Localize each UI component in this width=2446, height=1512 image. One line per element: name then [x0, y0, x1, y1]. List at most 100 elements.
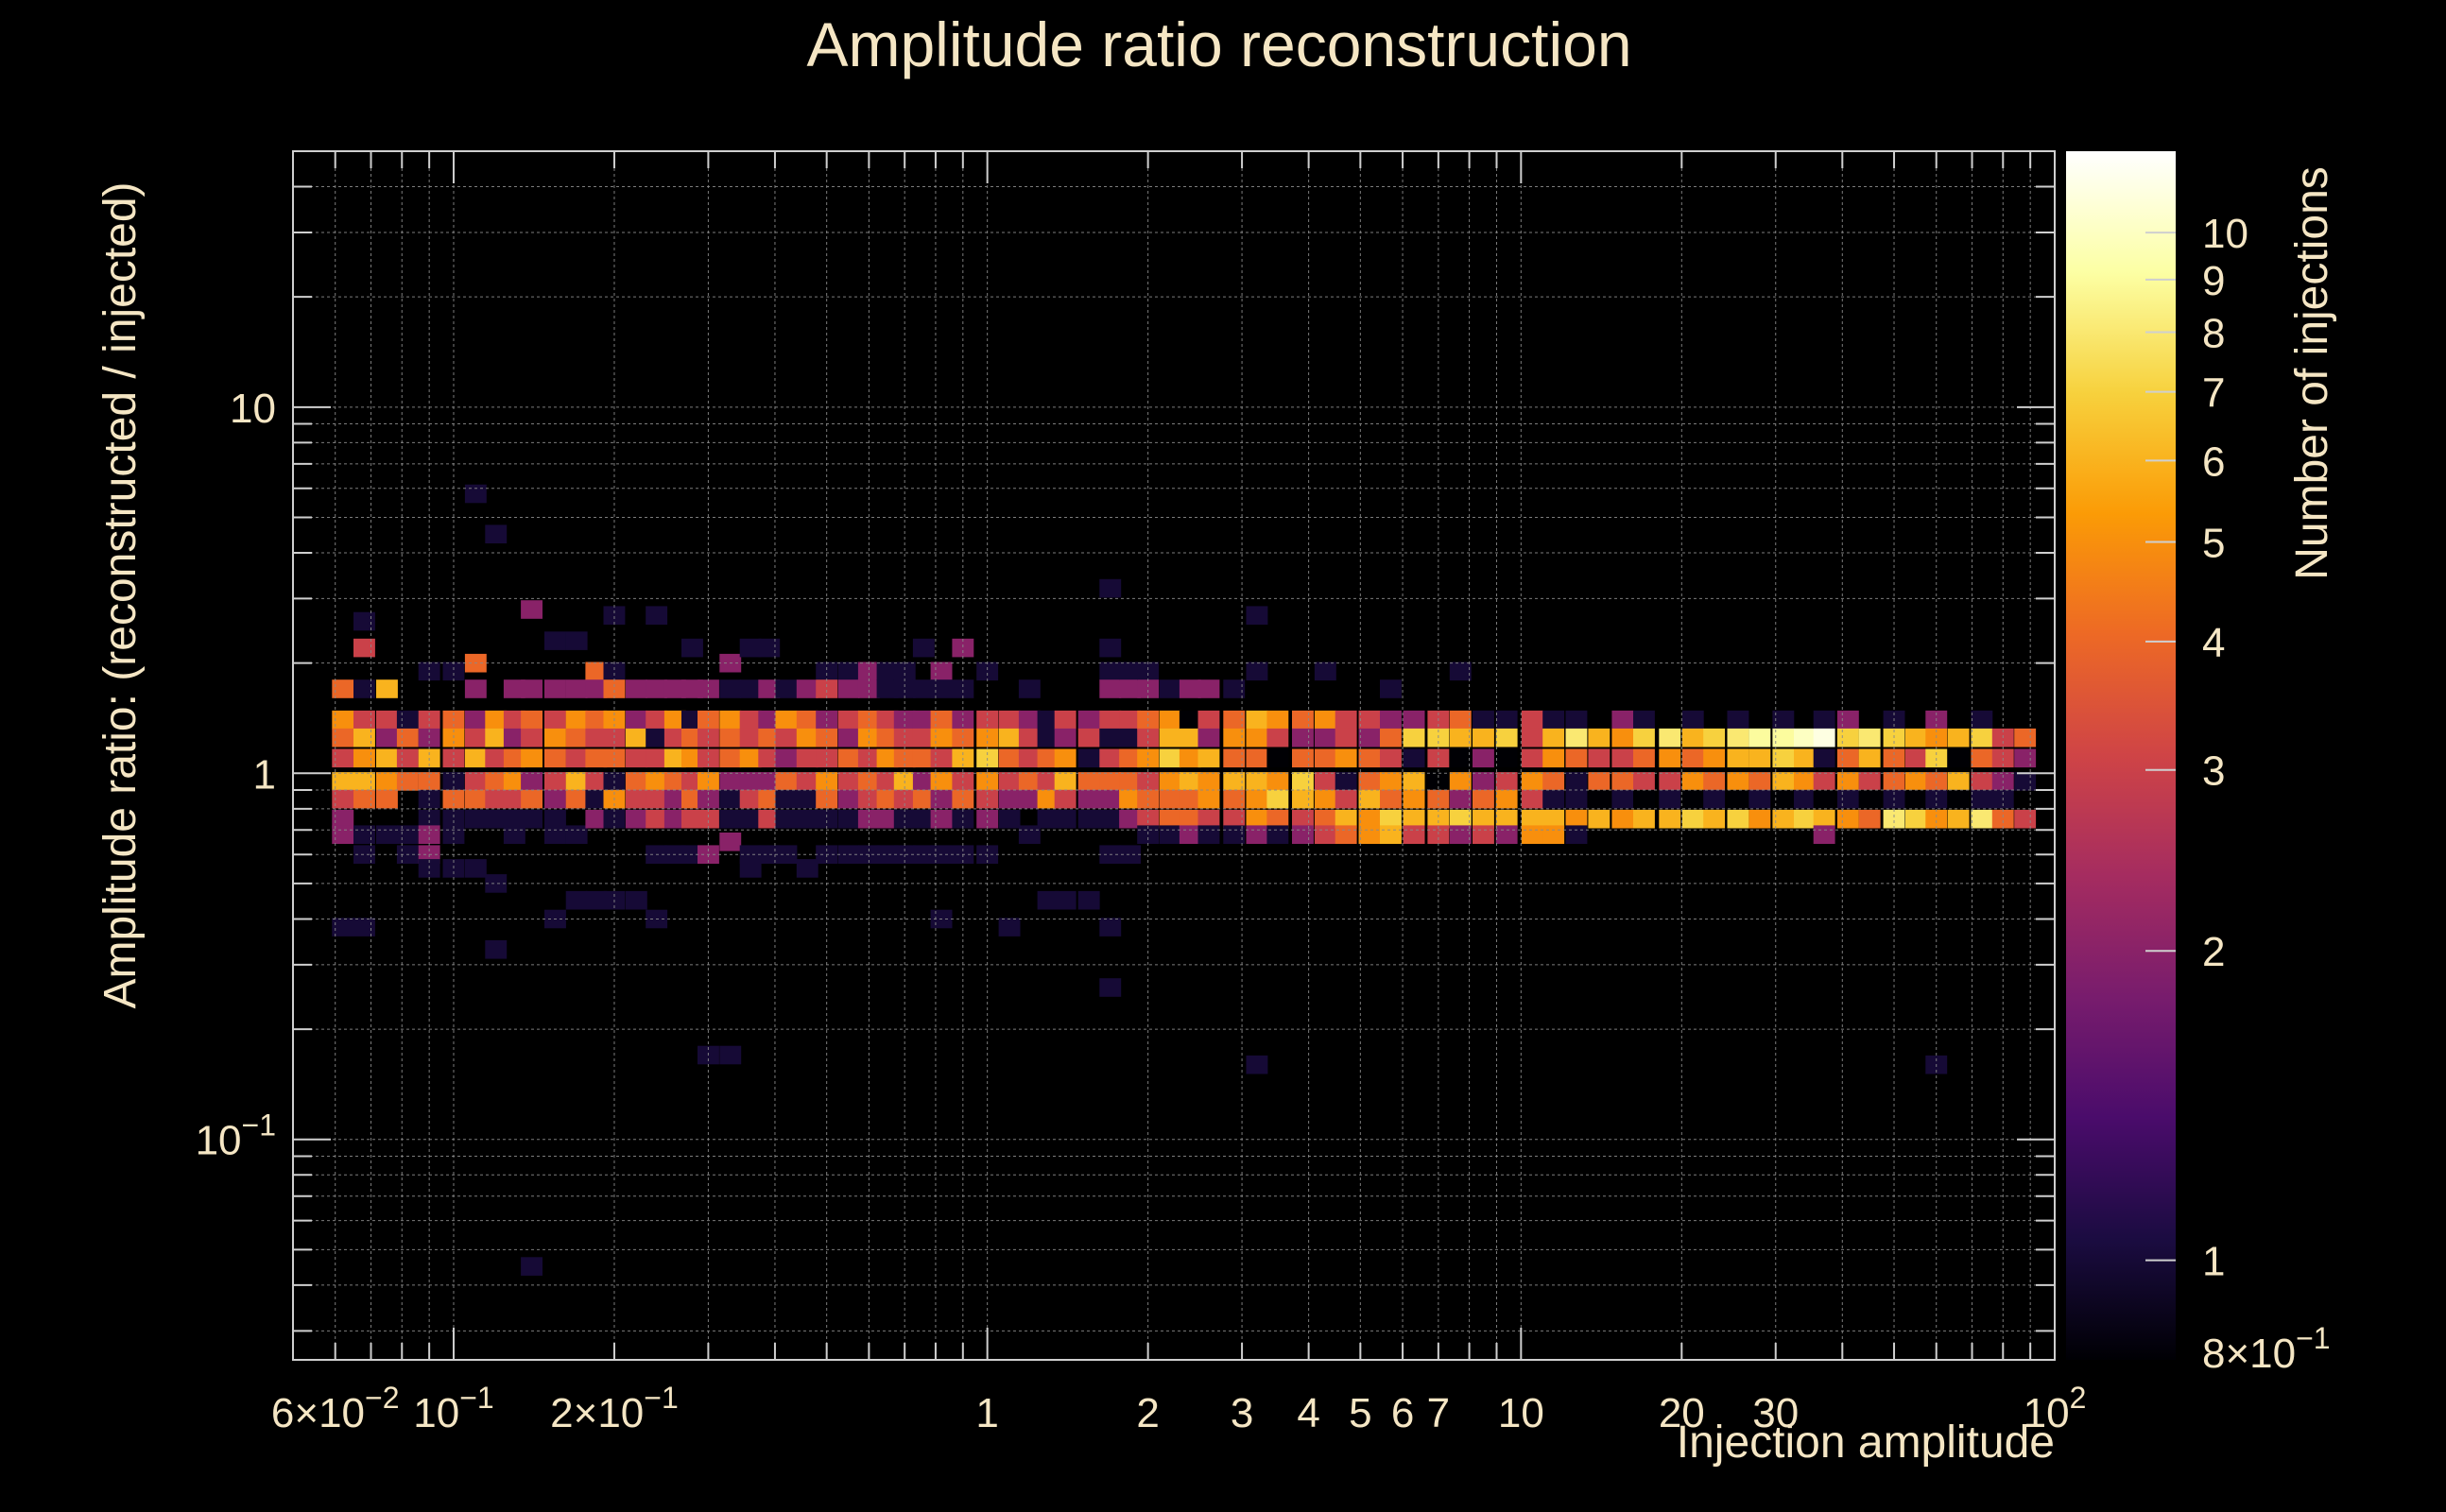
heatmap-cell — [396, 772, 419, 791]
heatmap-cell — [1449, 748, 1472, 768]
heatmap-cell — [464, 789, 487, 809]
heatmap-cell — [1159, 748, 1181, 768]
heatmap-cell — [1137, 825, 1160, 844]
heatmap-cell — [485, 524, 508, 543]
heatmap-cell — [1335, 809, 1357, 829]
heatmap-cell — [796, 748, 818, 768]
heatmap-cell — [1292, 710, 1314, 730]
heatmap-cell — [1119, 789, 1141, 809]
heatmap-cell — [353, 789, 375, 809]
heatmap-cell — [1380, 710, 1402, 730]
heatmap-cell — [353, 918, 375, 936]
heatmap-cell — [1905, 809, 1927, 829]
heatmap-cell — [1380, 789, 1402, 809]
heatmap-cell — [1099, 638, 1122, 658]
heatmap-cell — [1659, 809, 1681, 829]
heatmap-cell — [1266, 772, 1289, 791]
heatmap-cell — [1403, 825, 1425, 844]
heatmap-cell — [1314, 710, 1336, 730]
heatmap-cell — [332, 679, 354, 698]
x-tick-label: 4 — [1297, 1390, 1319, 1436]
heatmap-cell — [1380, 825, 1402, 844]
heatmap-cell — [1703, 728, 1726, 747]
heatmap-cell — [521, 809, 543, 829]
heatmap-cell — [646, 748, 668, 768]
heatmap-cell — [521, 772, 543, 791]
heatmap-cell — [1427, 809, 1450, 829]
heatmap-cell — [376, 748, 398, 768]
heatmap-cell — [1611, 748, 1634, 768]
heatmap-cell — [1099, 662, 1122, 681]
heatmap-cell — [1611, 772, 1634, 791]
heatmap-cell — [1099, 710, 1122, 730]
heatmap-cell — [976, 662, 999, 681]
heatmap-cell — [565, 772, 588, 791]
heatmap-cell — [1077, 789, 1100, 809]
heatmap-cell — [1335, 825, 1357, 844]
heatmap-cell — [739, 809, 762, 829]
heatmap-cell — [332, 825, 354, 844]
heatmap-cell — [585, 789, 608, 809]
heatmap-cell — [585, 809, 608, 829]
heatmap-cell — [1292, 728, 1314, 747]
heatmap-cell — [353, 845, 375, 864]
heatmap-cell — [464, 809, 487, 829]
heatmap-cell — [1179, 825, 1201, 844]
heatmap-cell — [1077, 710, 1100, 730]
heatmap-cell — [998, 772, 1021, 791]
heatmap-cell — [1521, 789, 1543, 809]
heatmap-cell — [1292, 748, 1314, 768]
heatmap-cell — [1947, 772, 1970, 791]
heatmap-cell — [912, 809, 935, 829]
heatmap-cell — [1565, 748, 1588, 768]
heatmap-cell — [1659, 789, 1681, 809]
heatmap-cell — [585, 710, 608, 730]
x-axis: 6×10−2 10−1 2×10−1 1 2 3 4 5 6 7 10 20 30 102 — [271, 151, 2086, 1436]
heatmap-cell — [816, 679, 838, 698]
heatmap-cell — [485, 940, 508, 959]
heatmap-cell — [376, 710, 398, 730]
heatmap-cell — [1179, 679, 1201, 698]
heatmap-cell — [1542, 728, 1565, 747]
heatmap-cell — [1077, 809, 1100, 829]
heatmap-cell — [1077, 748, 1100, 768]
heatmap-cell — [1246, 748, 1268, 768]
x-tick-label: 20 — [1659, 1390, 1705, 1436]
heatmap-cell — [1159, 825, 1181, 844]
heatmap-cell — [719, 833, 742, 851]
heatmap-cell — [663, 748, 686, 768]
colorbar-tick-label: 2 — [2202, 929, 2225, 975]
heatmap-cell — [1037, 890, 1059, 910]
colorbar-tick-label: 5 — [2202, 520, 2225, 566]
heatmap-cell — [1971, 809, 1993, 829]
colorbar-tick-label: 8 — [2202, 310, 2225, 356]
heatmap-cell — [1197, 809, 1220, 829]
heatmap-cell — [775, 728, 798, 747]
heatmap-cell — [1314, 662, 1336, 681]
heatmap-cell — [1197, 679, 1220, 698]
colorbar-tick-label: 6 — [2202, 438, 2225, 485]
heatmap-cell — [1565, 789, 1588, 809]
heatmap-cell — [585, 772, 608, 791]
heatmap-cell — [1813, 789, 1835, 809]
heatmap-cell — [719, 748, 742, 768]
heatmap-cell — [1266, 825, 1289, 844]
heatmap-cell — [1633, 789, 1655, 809]
heatmap-cell — [775, 710, 798, 730]
heatmap-cell — [1813, 748, 1835, 768]
heatmap-cell — [1925, 809, 1948, 829]
heatmap-cell — [1794, 728, 1816, 747]
colorbar-tick-label: 10 — [2202, 211, 2248, 257]
heatmap-cell — [1947, 809, 1970, 829]
heatmap-cell — [1197, 748, 1220, 768]
heatmap-cell — [1119, 748, 1141, 768]
heatmap-cell — [521, 710, 543, 730]
heatmap-cell — [332, 748, 354, 768]
x-tick-label: 2 — [1136, 1390, 1159, 1436]
heatmap-cell — [837, 809, 860, 829]
heatmap-cell — [1380, 728, 1402, 747]
heatmap-cell — [1137, 662, 1160, 681]
heatmap-cell — [837, 772, 860, 791]
heatmap-cell — [1099, 728, 1122, 747]
heatmap-cell — [681, 638, 703, 658]
